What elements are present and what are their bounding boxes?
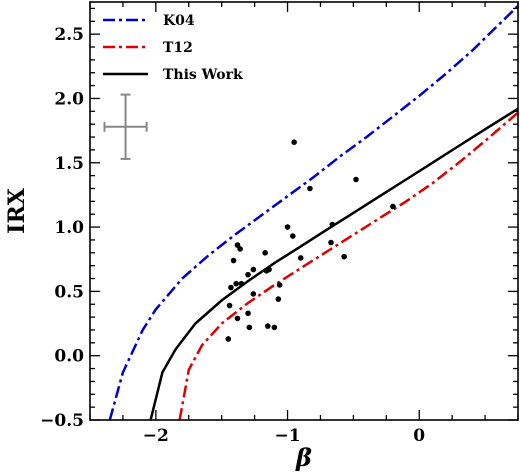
y-tick-label: 0.5 [54, 282, 84, 302]
data-point [328, 239, 334, 246]
data-point [284, 224, 291, 230]
data-point [237, 246, 243, 252]
series-line-k04 [108, 5, 518, 420]
data-point [307, 185, 313, 192]
data-point [290, 233, 296, 239]
data-point [250, 291, 257, 297]
points-layer [225, 139, 396, 342]
legend-label: K04 [163, 13, 195, 29]
data-point [264, 323, 271, 329]
y-tick-label: −0.5 [40, 411, 84, 431]
data-point [230, 257, 237, 264]
plot-frame [89, 1, 519, 421]
data-point [225, 336, 232, 342]
data-point [250, 266, 257, 273]
data-point [329, 221, 336, 228]
data-point [238, 280, 245, 287]
data-point [297, 255, 304, 261]
y-tick-label: 1.0 [54, 218, 84, 238]
y-tick-label: 1.5 [54, 154, 84, 174]
data-point [233, 280, 239, 287]
data-point [234, 315, 241, 322]
tick-labels: −2 −1 0 −0.5 0.0 0.5 1.0 1.5 2.0 2.5 [40, 25, 425, 446]
y-axis-label: IRX [4, 187, 30, 234]
error-bar [103, 93, 148, 160]
data-point [245, 310, 251, 317]
data-point [275, 296, 282, 302]
data-point [245, 271, 251, 278]
data-point [226, 302, 233, 309]
series-line-t12 [178, 111, 518, 420]
x-tick-label: −1 [274, 426, 300, 446]
x-tick-label: −2 [143, 426, 169, 446]
data-point [390, 203, 396, 210]
data-point [291, 139, 297, 145]
data-point [262, 250, 268, 256]
legend-label: T12 [163, 40, 193, 56]
legend: K04 T12 This Work [103, 13, 243, 83]
y-tick-label: 2.5 [54, 25, 84, 45]
y-tick-label: 0.0 [54, 347, 84, 367]
legend-label: This Work [163, 67, 243, 83]
data-point [353, 176, 359, 183]
data-point [276, 282, 283, 288]
data-point [246, 324, 253, 331]
data-point [271, 324, 278, 331]
series-line-this-work [149, 107, 518, 420]
data-point [341, 253, 347, 260]
ticks-layer [89, 2, 519, 421]
x-axis-label: β [295, 443, 312, 472]
curves-layer [108, 5, 518, 420]
y-tick-label: 2.0 [54, 89, 84, 109]
data-point [263, 268, 270, 274]
data-point [228, 284, 234, 291]
x-tick-label: 0 [413, 426, 425, 446]
